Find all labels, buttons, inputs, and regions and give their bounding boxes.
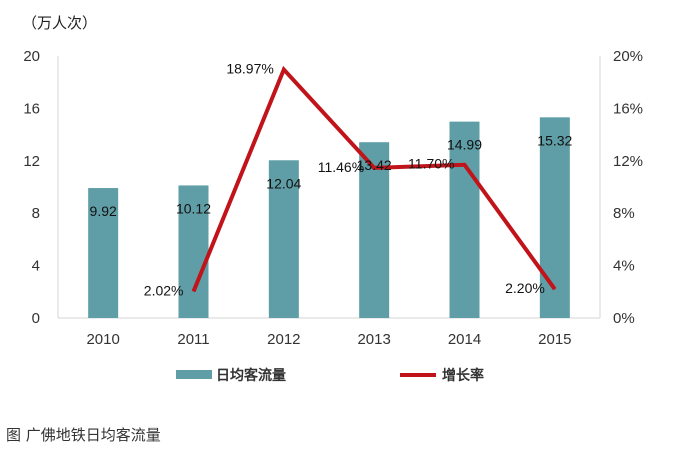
legend: 日均客流量 增长率 <box>176 367 484 384</box>
right-tick-label: 20% <box>613 48 643 65</box>
x-tick-label: 2013 <box>357 331 390 348</box>
bar-series <box>88 117 570 318</box>
legend-label-line: 增长率 <box>442 367 484 384</box>
left-tick-label: 8 <box>32 205 40 222</box>
x-tick-label: 2010 <box>86 331 119 348</box>
bar-data-label: 10.12 <box>176 200 211 216</box>
bar <box>178 185 209 318</box>
legend-swatch-bar <box>176 370 212 379</box>
bar <box>88 188 119 318</box>
left-axis-ticks: 0 4 8 12 16 20 <box>23 48 40 327</box>
bar-data-label: 9.92 <box>90 203 117 219</box>
line-data-labels: 2.02% 18.97% 11.46% 11.70% 2.20% <box>144 60 545 298</box>
bar-data-labels: 9.92 10.12 12.04 13.42 14.99 15.32 <box>90 132 573 219</box>
right-tick-label: 0% <box>613 310 635 327</box>
bar-data-label: 12.04 <box>266 175 301 191</box>
figure-caption: 图 广佛地铁日均客流量 <box>6 426 161 444</box>
line-data-label: 2.02% <box>144 283 184 299</box>
x-axis-ticks: 2010 2011 2012 2013 2014 2015 <box>86 331 571 348</box>
left-tick-label: 20 <box>23 48 40 65</box>
line-series <box>191 65 557 293</box>
growth-rate-line <box>191 65 557 293</box>
x-tick-label: 2012 <box>267 331 300 348</box>
line-data-label: 11.46% <box>318 159 364 175</box>
bar <box>449 121 480 318</box>
x-tick-label: 2014 <box>448 331 481 348</box>
line-data-label: 2.20% <box>505 280 545 296</box>
left-tick-label: 16 <box>23 100 40 117</box>
left-tick-label: 12 <box>23 153 40 170</box>
legend-label-bar: 日均客流量 <box>216 367 286 384</box>
bar <box>539 117 570 318</box>
bar <box>359 142 390 318</box>
right-tick-label: 8% <box>613 205 635 222</box>
bar-data-label: 13.42 <box>357 157 392 173</box>
y-unit-label: （万人次） <box>22 14 97 32</box>
right-tick-label: 16% <box>613 100 643 117</box>
axes <box>57 56 601 319</box>
left-tick-label: 0 <box>32 310 40 327</box>
x-tick-label: 2015 <box>538 331 571 348</box>
x-tick-label: 2011 <box>177 331 209 348</box>
bar-data-label: 15.32 <box>537 132 572 148</box>
bar-data-label: 14.99 <box>447 137 482 153</box>
right-axis-ticks: 0% 4% 8% 12% 16% 20% <box>613 48 643 327</box>
line-data-label: 11.70% <box>408 156 454 172</box>
left-tick-label: 4 <box>32 258 40 275</box>
right-tick-label: 12% <box>613 153 643 170</box>
bar <box>268 160 299 318</box>
line-data-label: 18.97% <box>226 60 273 76</box>
right-tick-label: 4% <box>613 258 635 275</box>
